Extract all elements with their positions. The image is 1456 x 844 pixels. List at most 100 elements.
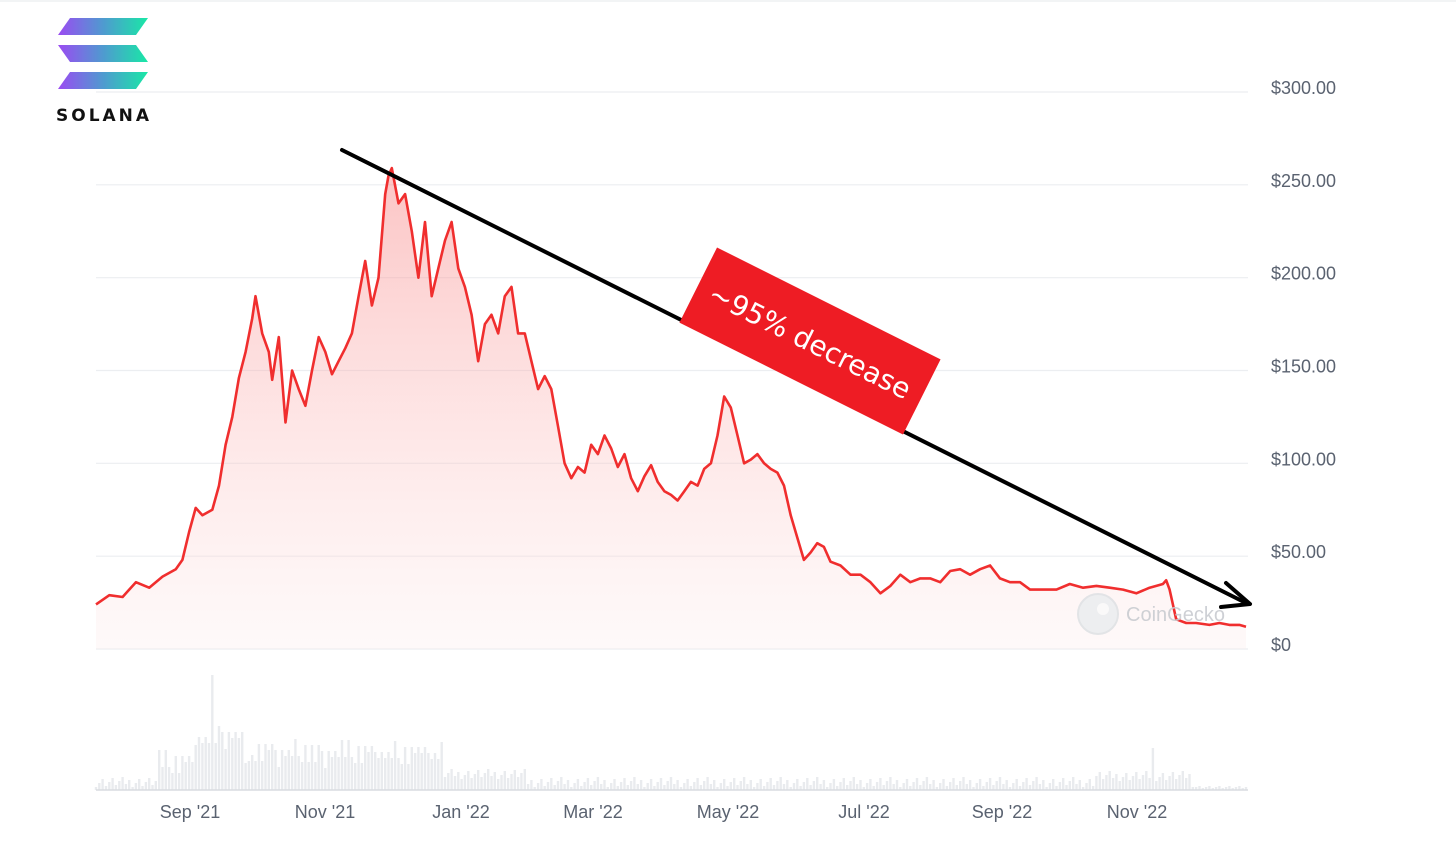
- volume-bar: [1214, 787, 1218, 790]
- volume-bar: [556, 781, 560, 790]
- volume-bar: [144, 782, 148, 790]
- volume-bar: [307, 762, 310, 790]
- volume-bar: [1204, 787, 1208, 790]
- volume-bar: [387, 752, 390, 790]
- volume-bar: [955, 785, 958, 790]
- volume-bar: [1105, 775, 1108, 790]
- volume-bar: [284, 756, 287, 790]
- volume-bar: [683, 783, 686, 790]
- volume-bar: [138, 779, 141, 790]
- volume-bar: [261, 761, 264, 790]
- volume-bar: [1055, 786, 1058, 790]
- volume-bar: [1138, 779, 1141, 790]
- volume-bar: [693, 782, 696, 790]
- volume-bar: [267, 750, 270, 790]
- volume-bar: [164, 750, 167, 790]
- volume-bar: [905, 779, 909, 790]
- volume-bar: [413, 753, 417, 790]
- volume-bar: [600, 784, 603, 790]
- volume-bar: [1072, 777, 1075, 790]
- volume-bar: [380, 752, 383, 790]
- volume-bar: [477, 770, 480, 790]
- volume-bar: [573, 783, 576, 790]
- volume-bar: [1224, 787, 1228, 790]
- volume-bar: [334, 751, 337, 790]
- volume-bar: [310, 745, 314, 790]
- volume-bar: [1012, 783, 1015, 790]
- volume-bar: [872, 786, 875, 790]
- volume-bar: [613, 779, 616, 790]
- volume-bar: [703, 781, 706, 790]
- volume-bar: [892, 784, 895, 790]
- volume-bar: [131, 787, 134, 790]
- volume-bar: [410, 747, 413, 790]
- volume-bar: [949, 782, 952, 790]
- volume-bar: [749, 780, 752, 790]
- volume-bar: [686, 779, 689, 790]
- volume-bar: [124, 784, 128, 790]
- volume-bar: [959, 781, 962, 790]
- volume-bar: [862, 787, 865, 790]
- volume-bar: [420, 753, 423, 790]
- volume-bar: [187, 756, 191, 790]
- volume-bar: [649, 779, 653, 790]
- annotation-box: [679, 247, 941, 435]
- volume-bar: [277, 767, 280, 790]
- x-tick-label: Sep '22: [972, 802, 1033, 822]
- volume-bar: [596, 777, 600, 790]
- volume-bar: [855, 784, 859, 790]
- y-axis-labels: $300.00 $250.00 $200.00 $150.00 $100.00 $50.0…: [1271, 78, 1336, 655]
- volume-bar: [1002, 784, 1005, 790]
- volume-bar: [111, 778, 114, 790]
- volume-bar: [945, 786, 949, 790]
- volume-bar: [895, 780, 899, 790]
- volume-bar: [118, 781, 121, 790]
- volume-bar: [1218, 786, 1221, 790]
- volume-bar: [1221, 788, 1224, 790]
- volume-bar: [224, 749, 227, 790]
- volume-bar: [227, 732, 231, 790]
- volume-bar: [1035, 777, 1038, 790]
- coingecko-watermark: CoinGecko: [1077, 593, 1225, 635]
- volume-bar: [453, 776, 457, 790]
- volume-bar: [619, 782, 623, 790]
- volume-bar: [623, 778, 626, 790]
- volume-bar: [942, 779, 945, 790]
- volume-bar: [204, 737, 207, 790]
- volume-bar: [902, 783, 905, 790]
- volume-bar: [842, 778, 845, 790]
- volume-bar: [1111, 778, 1115, 790]
- volume-bar: [197, 737, 201, 790]
- volume-bar: [377, 758, 380, 790]
- volume-bar: [271, 744, 274, 790]
- volume-bar: [287, 750, 290, 790]
- volume-bar: [822, 780, 826, 790]
- volume-bar: [962, 777, 965, 790]
- volume-bar: [1181, 771, 1184, 790]
- volume-bar: [1231, 788, 1234, 790]
- volume-bar: [766, 782, 769, 790]
- price-area: [96, 168, 1246, 649]
- volume-bar: [393, 741, 397, 790]
- volume-bar: [846, 785, 849, 790]
- volume-bar: [1128, 780, 1131, 790]
- volume-bar: [257, 744, 261, 790]
- volume-bar: [354, 763, 357, 790]
- volume-bar: [733, 778, 736, 790]
- volume-bar: [1135, 772, 1138, 790]
- volume-bar: [1115, 774, 1118, 790]
- volume-bar: [889, 777, 892, 790]
- volume-bar: [251, 755, 254, 790]
- volume-bar: [490, 776, 493, 790]
- price-line: [95, 166, 1247, 628]
- volume-bar: [108, 782, 111, 790]
- arrow-head: [1219, 581, 1252, 609]
- volume-bar: [211, 675, 214, 790]
- volume-bar: [985, 782, 988, 790]
- volume-bar: [912, 782, 915, 790]
- volume-bar: [487, 769, 490, 790]
- volume-bar: [320, 751, 324, 790]
- y-tick-label: $150.00: [1271, 357, 1336, 377]
- volume-bar: [723, 779, 726, 790]
- volume-bar: [792, 783, 796, 790]
